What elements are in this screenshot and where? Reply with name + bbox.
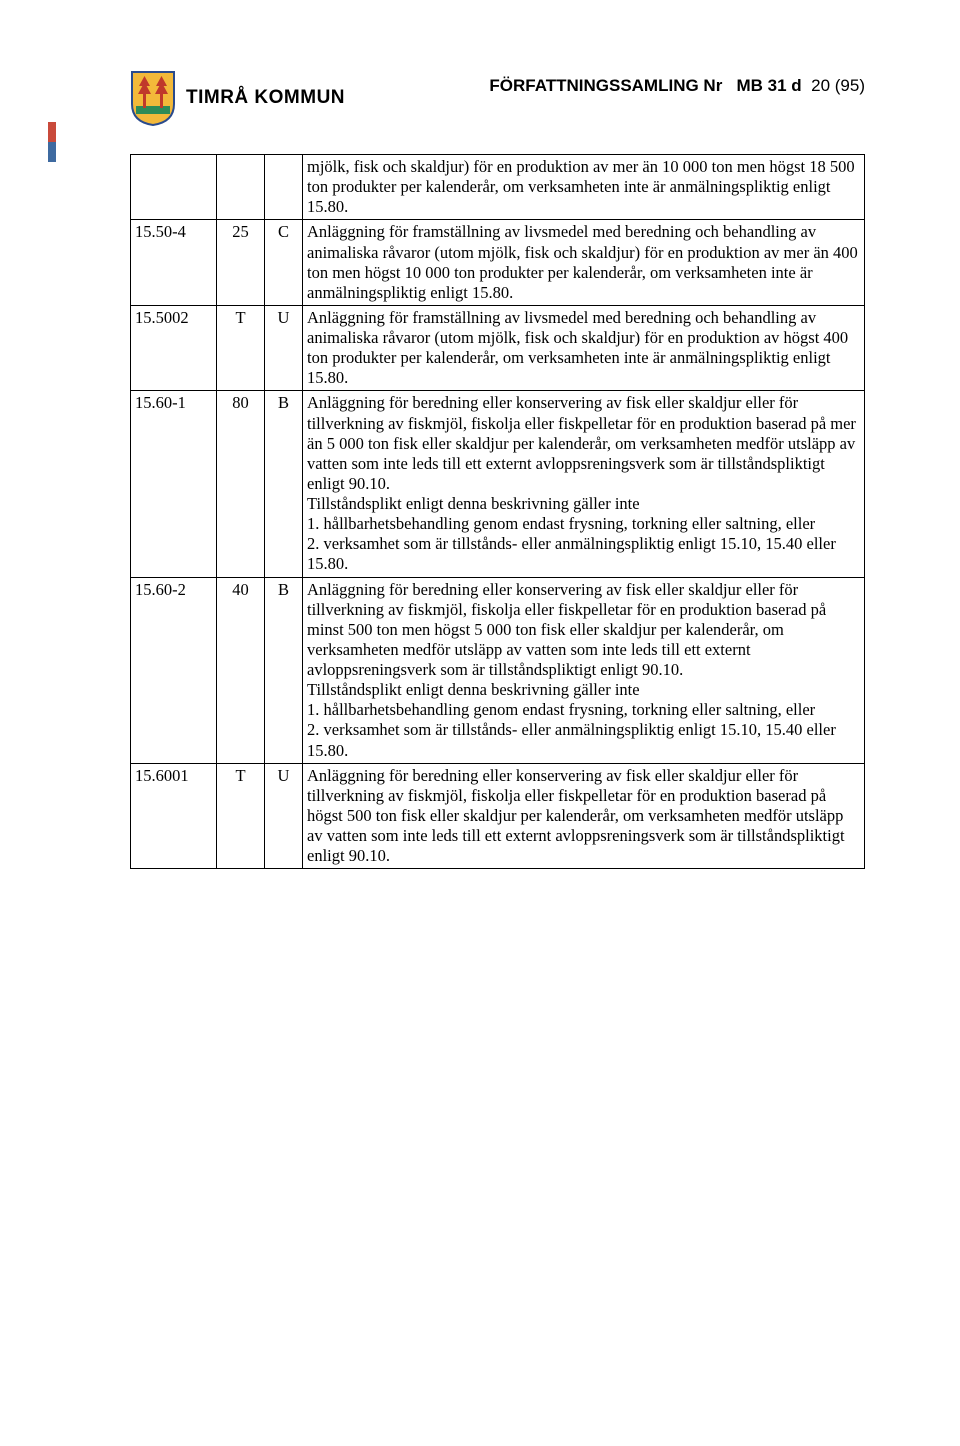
cell-code: 15.6001	[131, 763, 217, 869]
cell-code: 15.60-1	[131, 391, 217, 577]
cell-value: T	[217, 763, 265, 869]
cell-description: Anläggning för framställning av livsmede…	[303, 220, 865, 306]
cell-description: Anläggning för beredning eller konserver…	[303, 391, 865, 577]
table-row: mjölk, fisk och skaldjur) för en produkt…	[131, 155, 865, 220]
page-header: TIMRÅ KOMMUN FÖRFATTNINGSSAMLING Nr MB 3…	[130, 70, 865, 126]
doc-id: FÖRFATTNINGSSAMLING Nr MB 31 d 20 (95)	[489, 76, 865, 96]
doc-id-code: MB 31 d	[736, 76, 801, 95]
cell-description: Anläggning för beredning eller konserver…	[303, 763, 865, 869]
regulation-table-body: mjölk, fisk och skaldjur) för en produkt…	[131, 155, 865, 869]
cell-class: B	[265, 391, 303, 577]
cell-code: 15.5002	[131, 305, 217, 391]
cell-code: 15.50-4	[131, 220, 217, 306]
doc-id-prefix: FÖRFATTNINGSSAMLING Nr	[489, 76, 722, 95]
cell-class: C	[265, 220, 303, 306]
cell-description: Anläggning för beredning eller konserver…	[303, 577, 865, 763]
table-row: 15.60-1 80 B Anläggning för beredning el…	[131, 391, 865, 577]
cell-value: T	[217, 305, 265, 391]
regulation-table: mjölk, fisk och skaldjur) för en produkt…	[130, 154, 865, 869]
cell-code	[131, 155, 217, 220]
logo-block: TIMRÅ KOMMUN	[130, 70, 345, 126]
cell-description: mjölk, fisk och skaldjur) för en produkt…	[303, 155, 865, 220]
cell-value	[217, 155, 265, 220]
page-number: 20 (95)	[811, 76, 865, 95]
cell-class: B	[265, 577, 303, 763]
cell-class: U	[265, 305, 303, 391]
brand-name: TIMRÅ KOMMUN	[186, 87, 345, 109]
table-row: 15.60-2 40 B Anläggning för beredning el…	[131, 577, 865, 763]
table-row: 15.5002 T U Anläggning för framställning…	[131, 305, 865, 391]
cell-class	[265, 155, 303, 220]
crest-icon	[130, 70, 176, 126]
cell-class: U	[265, 763, 303, 869]
page: TIMRÅ KOMMUN FÖRFATTNINGSSAMLING Nr MB 3…	[0, 0, 960, 1446]
cell-description: Anläggning för framställning av livsmede…	[303, 305, 865, 391]
table-row: 15.6001 T U Anläggning för beredning ell…	[131, 763, 865, 869]
cell-value: 25	[217, 220, 265, 306]
table-row: 15.50-4 25 C Anläggning för framställnin…	[131, 220, 865, 306]
cell-code: 15.60-2	[131, 577, 217, 763]
cell-value: 40	[217, 577, 265, 763]
cell-value: 80	[217, 391, 265, 577]
